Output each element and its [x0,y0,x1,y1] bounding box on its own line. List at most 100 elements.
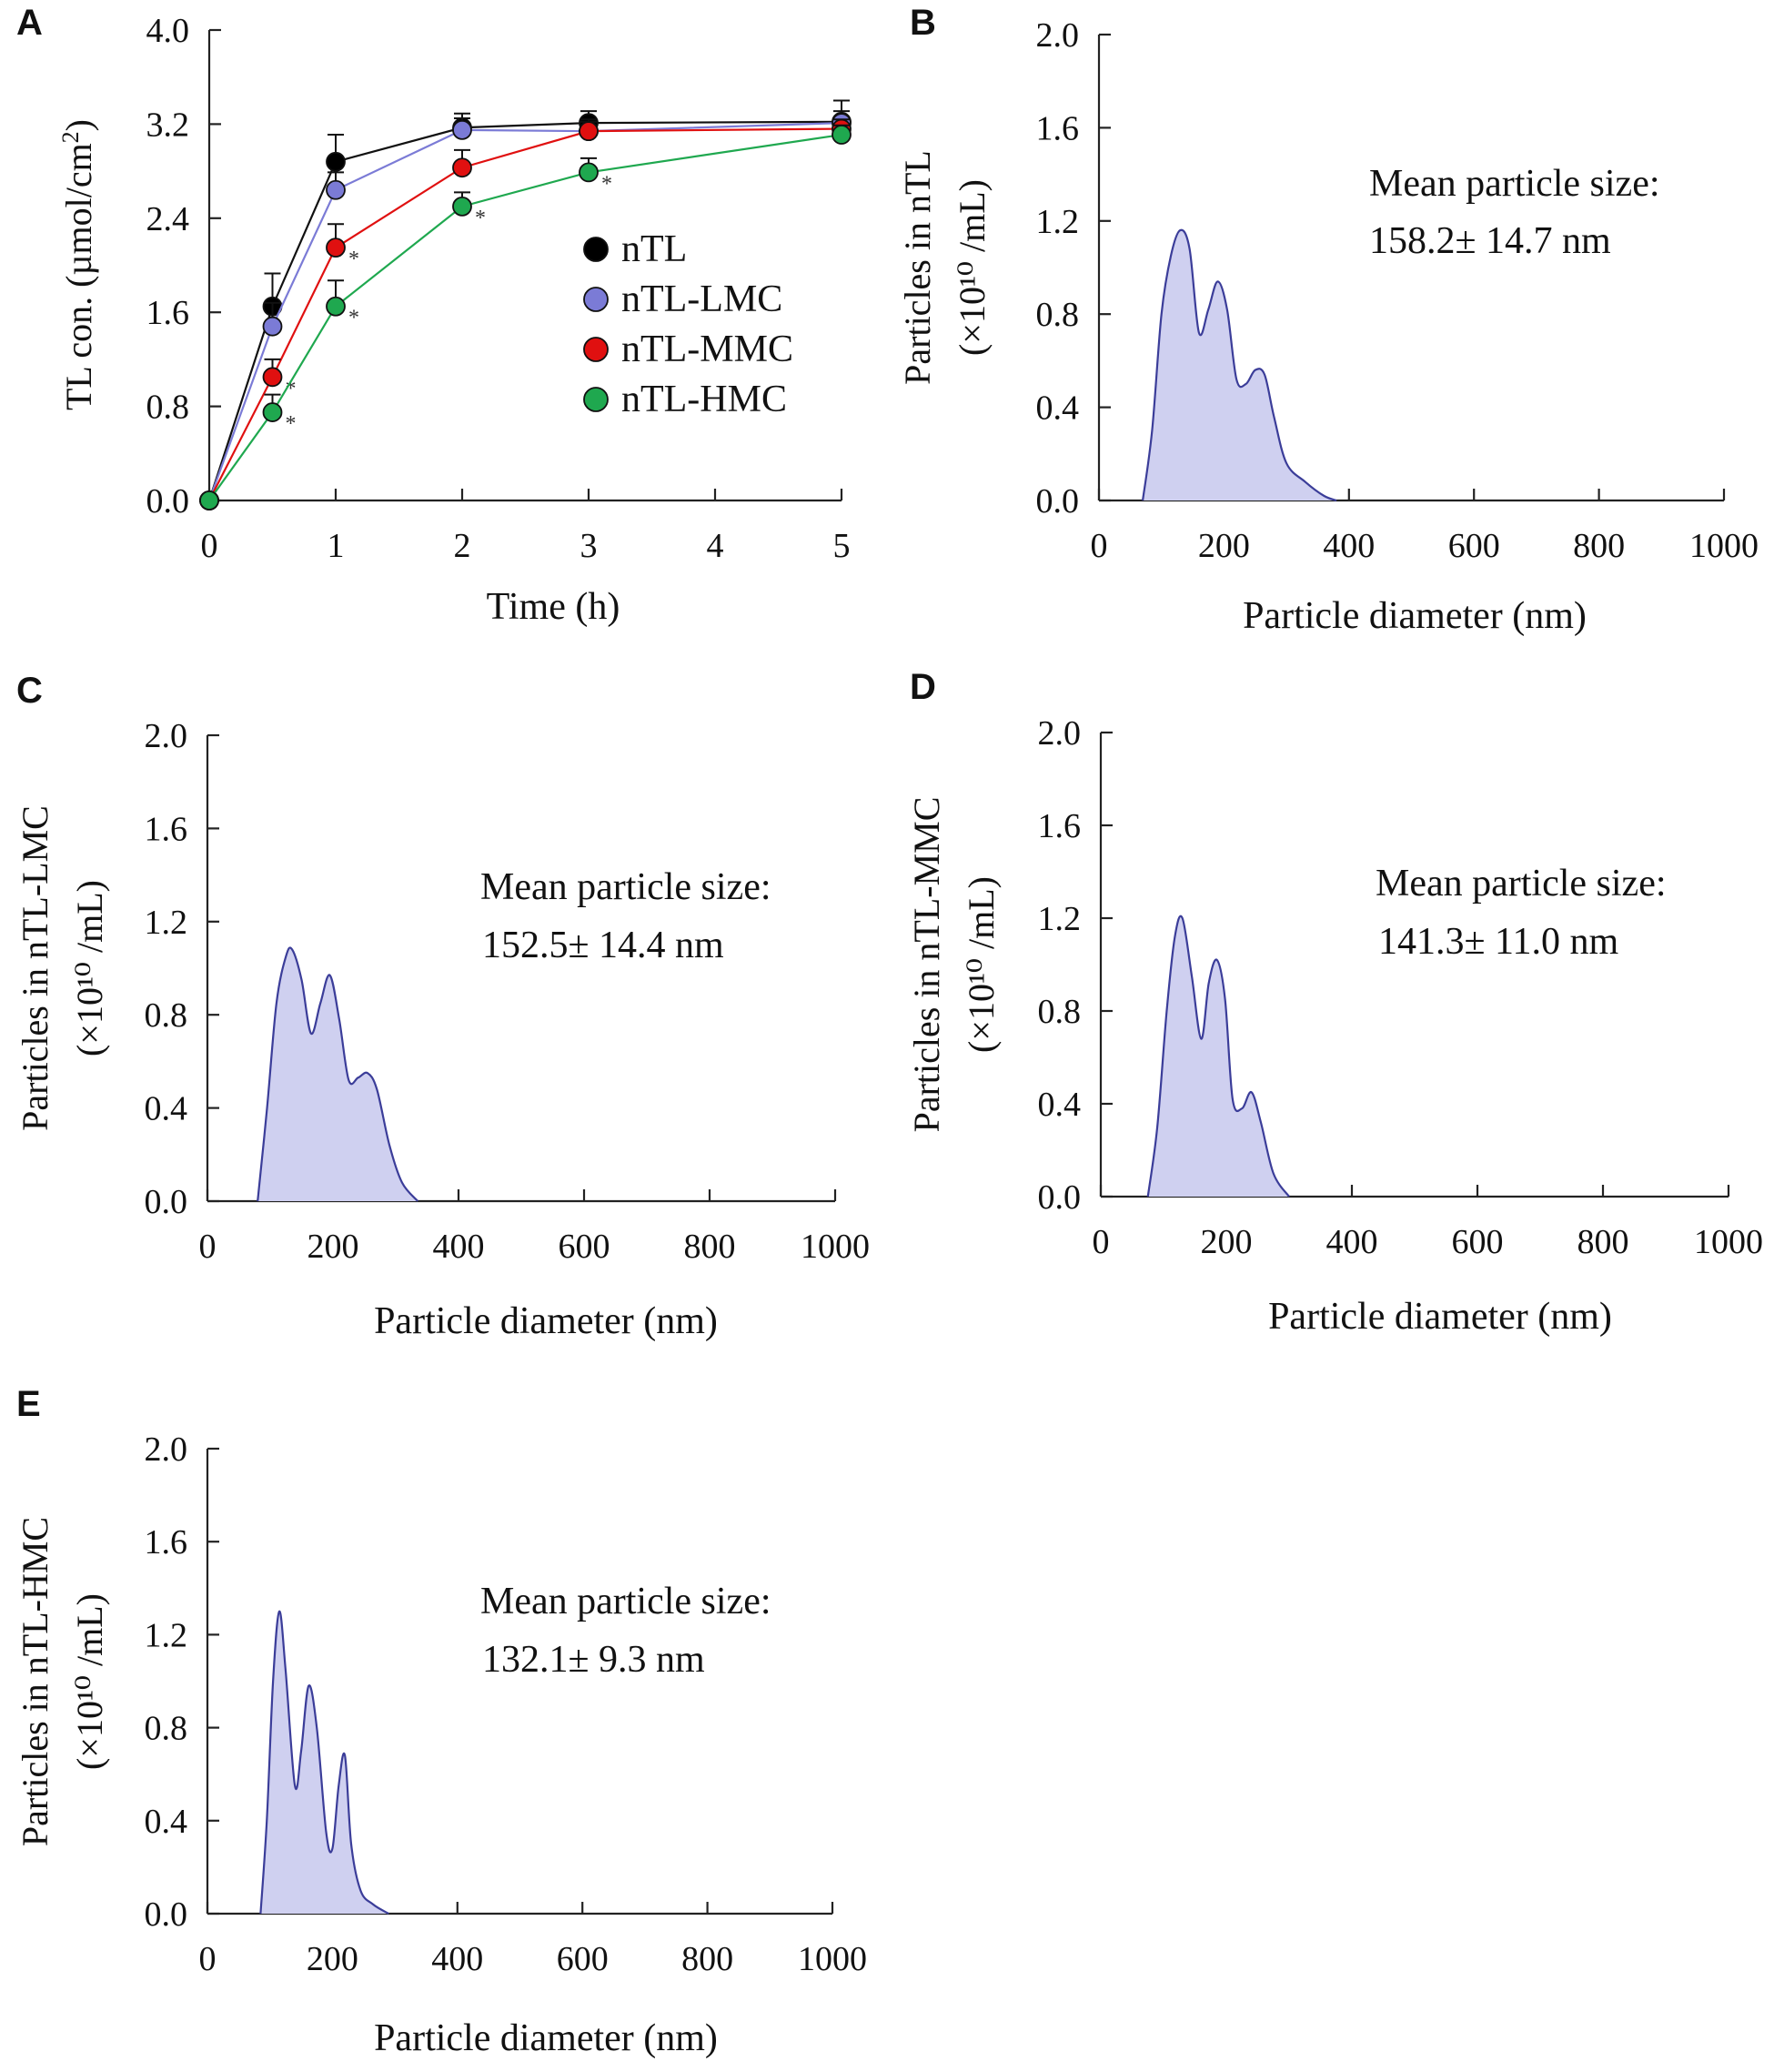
mean-size-value: 158.2± 14.7 nm [1369,220,1611,262]
legend-marker [583,237,609,262]
y-tick-label: 0.0 [145,1895,188,1934]
y-tick-label: 1.6 [146,294,190,332]
x-axis-title: Particle diameter (nm) [374,1300,718,1342]
x-tick-label: 1000 [1694,1223,1763,1261]
legend-label: nTL-LMC [621,278,782,320]
distribution-curve [259,1610,389,1915]
panel-e-chart: E 0.0 0.4 0.8 1.2 1.6 2.0 0 200 400 600 800 1000 Part… [15,1384,867,2059]
data-point [579,162,599,183]
series-line [208,127,842,501]
x-tick-label: 200 [307,1940,358,1978]
y-tick-label: 0.8 [1038,993,1082,1031]
significance-marker: * [475,207,486,230]
x-tick-label: 400 [431,1940,483,1978]
x-tick-label: 0 [199,1228,217,1266]
y-axis-title-line2: (×10¹⁰ /mL) [69,1593,110,1770]
y-axis-title-line2: (×10¹⁰ /mL) [69,880,110,1056]
distribution-curve [1141,228,1337,502]
x-tick-label: 200 [1198,527,1250,565]
y-tick-label: 1.6 [145,810,188,848]
panel-label-e: E [16,1384,41,1424]
x-axis-title: Particle diameter (nm) [1268,1296,1612,1338]
mean-size-value: 132.1± 9.3 nm [482,1639,705,1681]
significance-marker: * [286,377,297,400]
y-tick-label: 2.4 [146,200,190,238]
y-axis-title-line1: Particles in nTL [897,150,938,385]
legend: nTL nTL-LMC nTL-MMC nTL-HMC [583,228,793,420]
distribution-area [260,1611,389,1914]
x-tick-label: 0 [1093,1223,1110,1261]
x-tick-label: 400 [433,1228,485,1266]
series-line [207,120,842,501]
panel-label-d: D [910,667,936,707]
mean-size-label: Mean particle size: [1376,863,1667,905]
y-tick-label: 2.0 [1036,16,1080,55]
data-point [262,402,283,422]
distribution-curve [257,946,418,1202]
x-tick-label: 1000 [801,1228,870,1266]
y-tick-label: 0.0 [146,482,190,521]
panel-label-a: A [16,3,43,43]
significance-marker: * [348,307,359,330]
series-ntl-hmc: * * * * [199,124,852,510]
legend-marker [583,387,609,412]
y-axis-title-line2: (×10¹⁰ /mL) [961,876,1002,1053]
y-axis-title-main: TL con. (µmol/cm [58,143,99,410]
x-tick-label: 400 [1323,527,1375,565]
x-axis-title: Time (h) [487,586,620,628]
mean-size-value: 141.3± 11.0 nm [1378,921,1618,963]
x-tick-label: 1 [328,527,345,565]
x-tick-label: 200 [307,1228,359,1266]
legend-marker [583,287,609,312]
y-tick-label: 1.6 [1038,807,1082,845]
y-tick-label: 0.8 [145,1710,188,1748]
distribution-area [1143,229,1337,500]
y-tick-label: 0.0 [1036,482,1080,521]
y-axis-title-line1: Particles in nTL-HMC [15,1517,55,1846]
data-point [832,125,852,145]
x-tick-label: 800 [684,1228,736,1266]
x-tick-label: 600 [559,1228,610,1266]
y-tick-label: 0.0 [145,1183,188,1221]
y-tick-label: 1.2 [1036,203,1080,241]
mean-size-label: Mean particle size: [480,866,771,908]
distribution-area [1147,915,1289,1197]
legend-marker [583,337,609,362]
x-tick-label: 400 [1326,1223,1378,1261]
x-tick-label: 2 [454,527,471,565]
y-tick-label: 0.4 [145,1090,188,1128]
significance-marker: * [601,172,612,196]
y-tick-label: 2.0 [145,1430,188,1469]
x-tick-label: 0 [199,1940,217,1978]
data-point [262,367,283,388]
y-tick-label: 1.2 [1038,900,1082,938]
x-tick-label: 4 [707,527,724,565]
x-tick-label: 800 [1577,1223,1629,1261]
y-tick-label: 4.0 [146,12,190,50]
y-tick-label: 2.0 [1038,714,1082,753]
x-axis-title: Particle diameter (nm) [1243,595,1587,637]
y-tick-label: 0.8 [145,996,188,1035]
data-point [326,179,346,200]
x-tick-label: 1000 [798,1940,867,1978]
y-axis-title-line1: Particles in nTL-MMC [906,797,947,1133]
y-axis-title-line2: (×10¹⁰ /mL) [952,179,993,356]
distribution-curve [1146,915,1290,1198]
y-tick-label: 1.6 [145,1523,188,1562]
data-point [326,238,346,258]
data-point [326,151,346,172]
x-tick-label: 5 [833,527,851,565]
panel-label-c: C [16,671,43,711]
y-tick-label: 0.4 [145,1803,188,1841]
y-tick-label: 0.8 [1036,296,1080,334]
x-tick-label: 800 [681,1940,733,1978]
data-point [326,296,346,317]
y-axis-title-end: ) [58,119,99,131]
legend-label: nTL-HMC [621,379,787,420]
y-tick-label: 0.4 [1036,389,1080,428]
data-point [452,157,472,178]
mean-size-label: Mean particle size: [1369,163,1660,205]
y-tick-label: 2.0 [145,717,188,755]
y-tick-label: 3.2 [146,106,190,144]
